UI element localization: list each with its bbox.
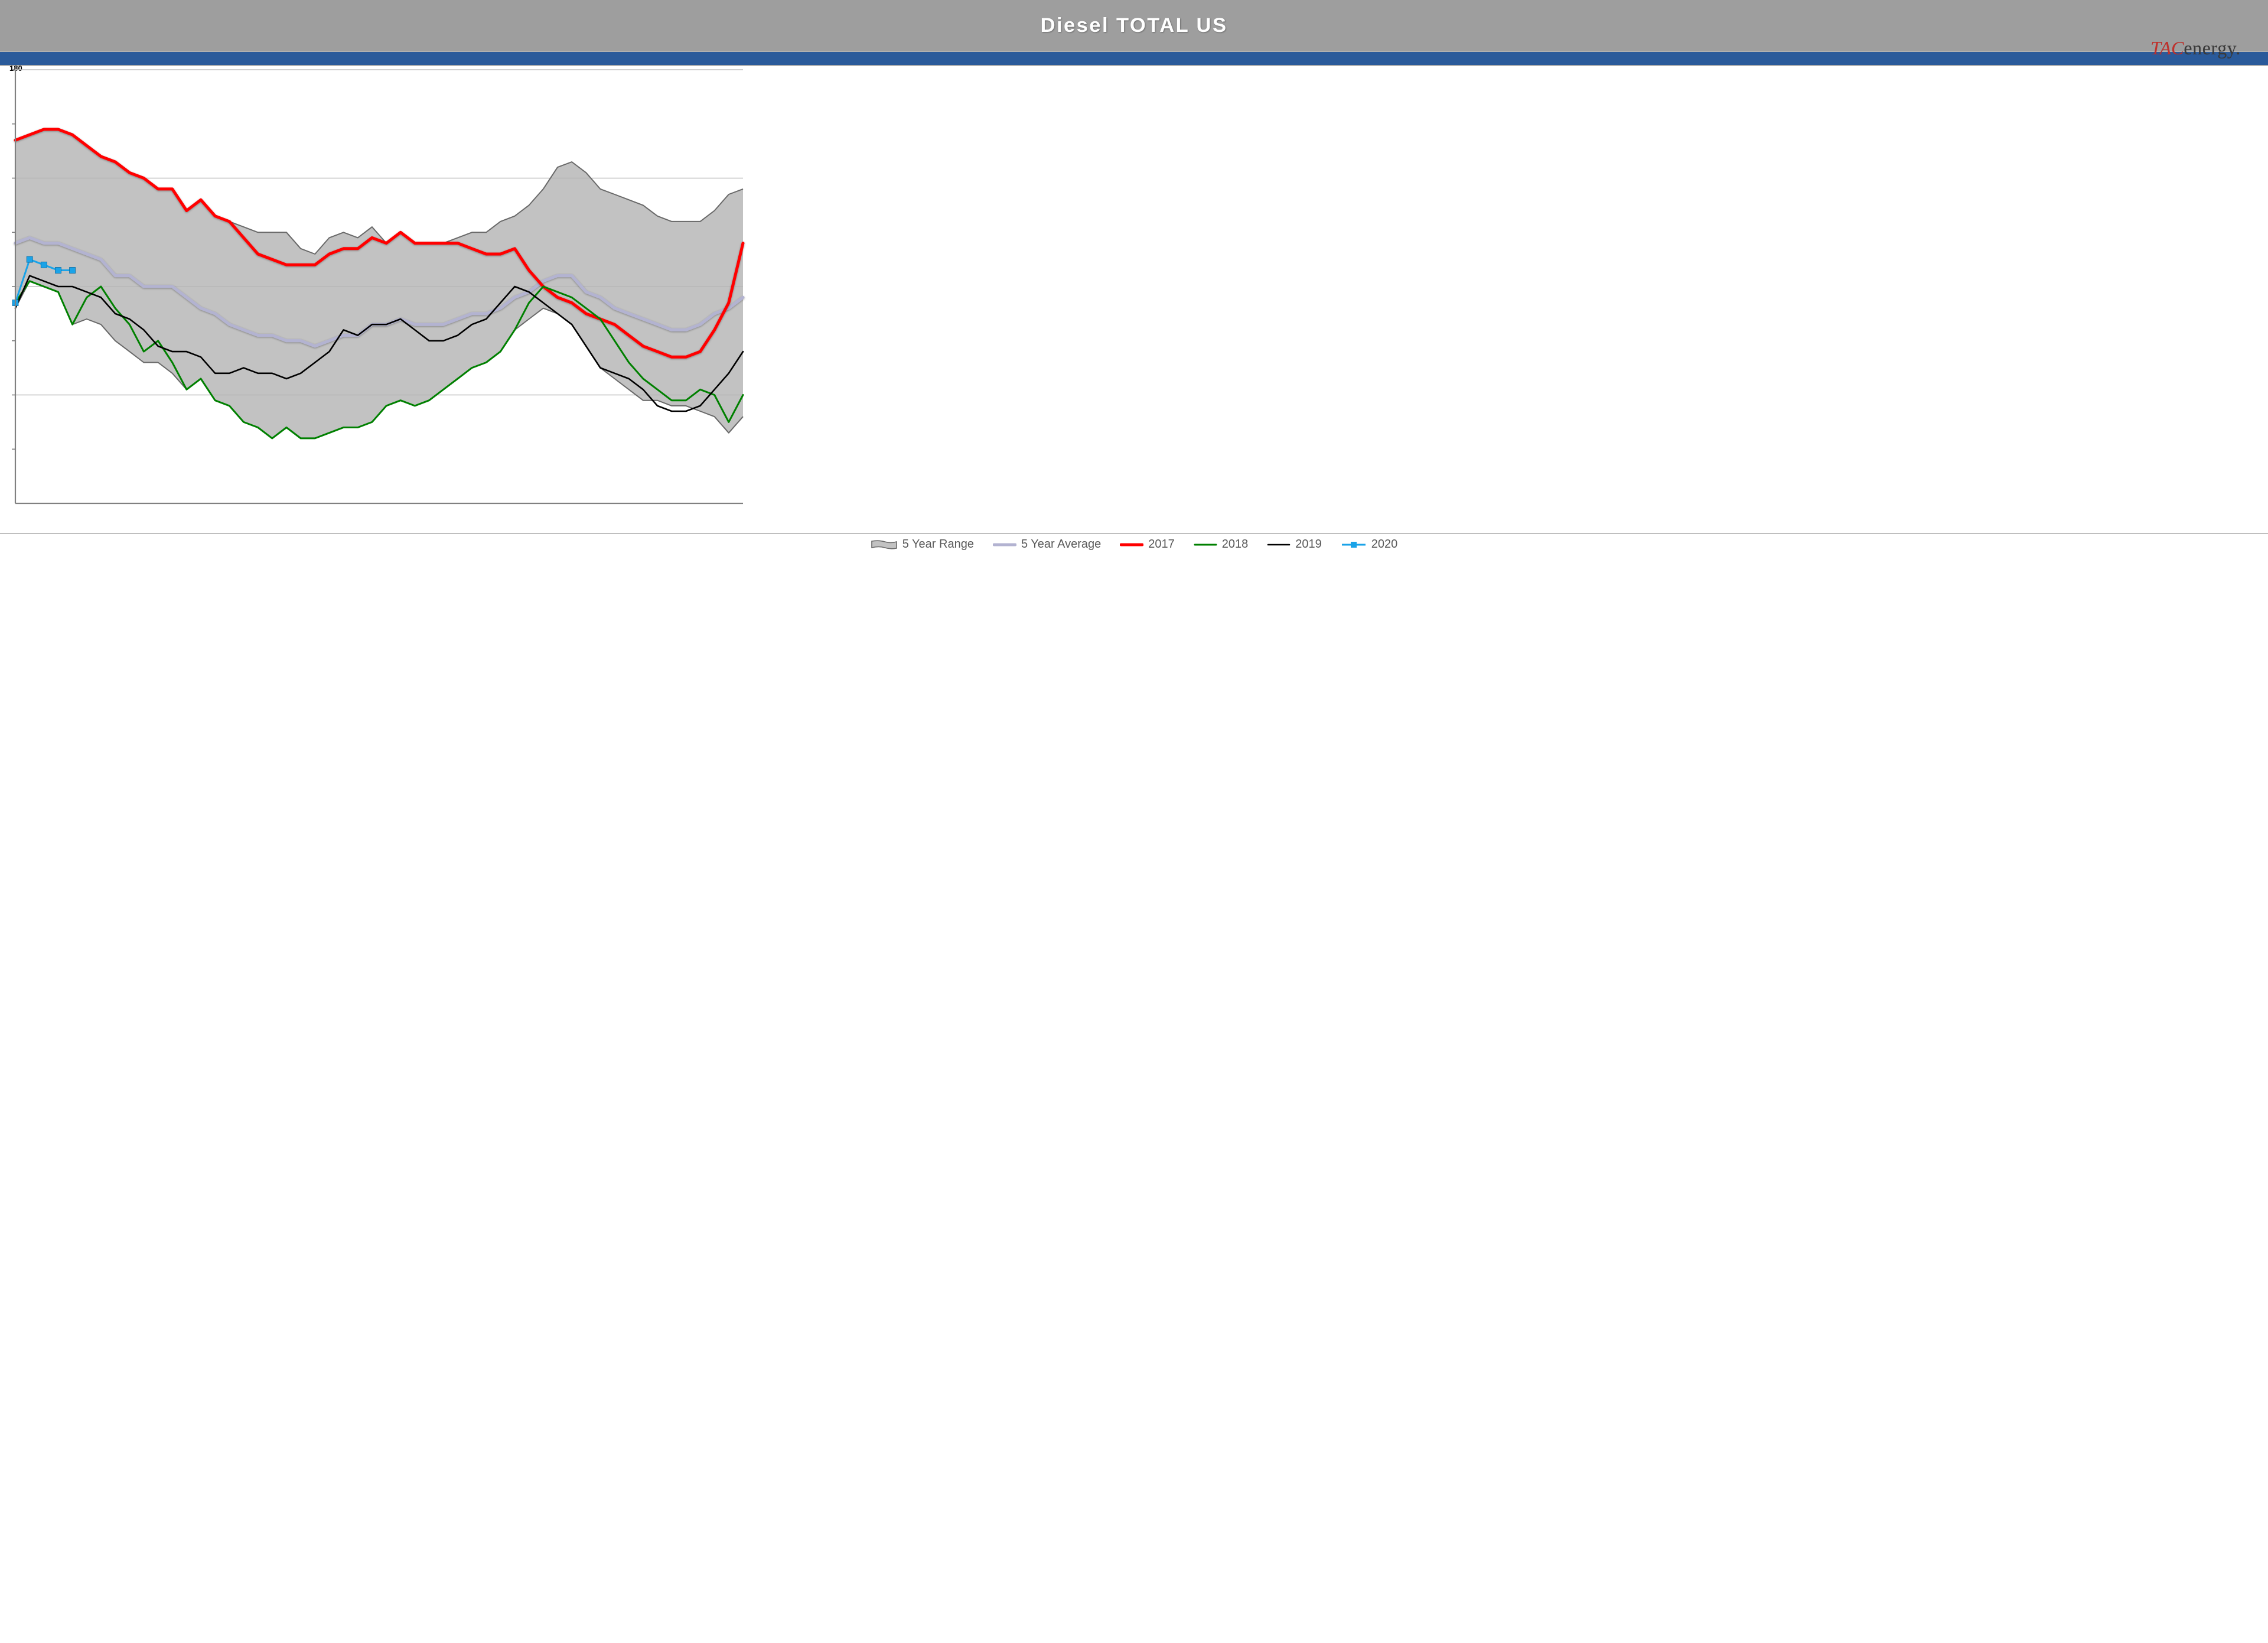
- brand-logo: TACenergy.: [2150, 38, 2241, 59]
- legend-label: 2020: [1371, 538, 1398, 551]
- chart-title: Diesel TOTAL US: [1041, 14, 1228, 37]
- legend-label: 5 Year Average: [1021, 538, 1101, 551]
- legend-label: 2019: [1295, 538, 1322, 551]
- legend-item-avg5: 5 Year Average: [993, 538, 1101, 551]
- brand-logo-tac: TAC: [2150, 38, 2184, 58]
- legend-item-y2018: 2018: [1194, 538, 1249, 551]
- legend-swatch-line-marker: [1341, 538, 1367, 551]
- brand-logo-dot: .: [2236, 38, 2241, 58]
- legend-label: 2018: [1222, 538, 1249, 551]
- legend-label: 2017: [1148, 538, 1175, 551]
- legend-swatch-line: [993, 538, 1016, 551]
- chart-page: Diesel TOTAL US TACenergy. 180 5 Year Ra…: [0, 0, 2268, 551]
- legend-item-y2020: 2020: [1341, 538, 1398, 551]
- legend-swatch-band: [871, 538, 898, 551]
- chart-legend: 5 Year Range 5 Year Average 2017 2018 2019 20…: [0, 533, 2268, 551]
- title-underline-stripe: [0, 51, 2268, 66]
- chart-plot-area: [0, 66, 2268, 533]
- legend-item-y2017: 2017: [1120, 538, 1175, 551]
- legend-swatch-line: [1267, 538, 1291, 551]
- brand-logo-energy: energy: [2184, 38, 2236, 58]
- chart-title-bar: Diesel TOTAL US: [0, 0, 2268, 51]
- chart-svg: [0, 66, 756, 533]
- legend-swatch-line: [1120, 538, 1143, 551]
- legend-item-y2019: 2019: [1267, 538, 1322, 551]
- series-5yr-range: [15, 129, 743, 438]
- legend-swatch-line: [1194, 538, 1217, 551]
- legend-item-band: 5 Year Range: [871, 538, 974, 551]
- legend-label: 5 Year Range: [902, 538, 974, 551]
